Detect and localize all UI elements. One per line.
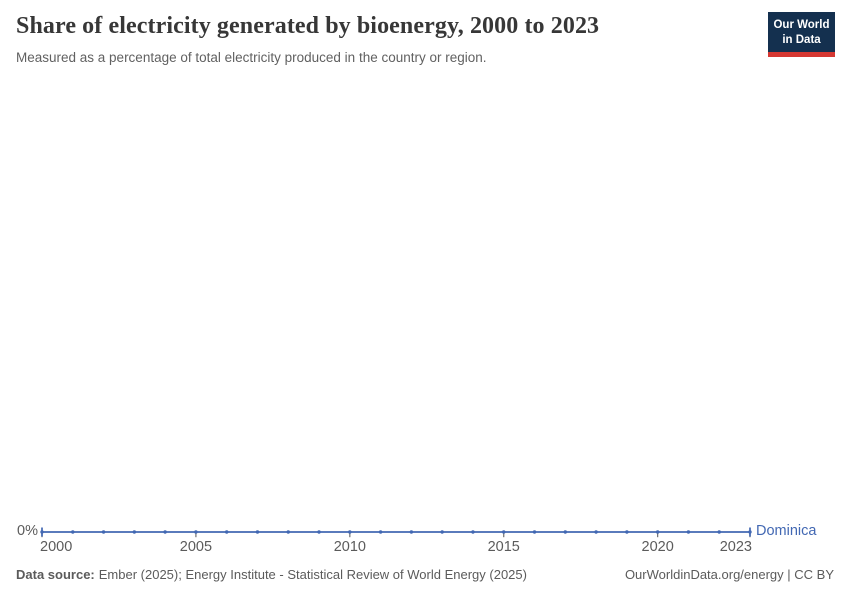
data-point[interactable] <box>71 530 75 534</box>
data-point[interactable] <box>194 530 198 534</box>
data-point[interactable] <box>40 530 44 534</box>
data-point[interactable] <box>378 530 383 534</box>
x-axis-tick-label: 2020 <box>642 539 674 555</box>
x-axis-tick-label: 2000 <box>40 539 72 555</box>
chart-title: Share of electricity generated by bioene… <box>16 13 600 39</box>
data-point[interactable] <box>132 530 137 534</box>
data-point[interactable] <box>409 530 414 534</box>
data-point[interactable] <box>594 530 598 534</box>
owid-logo-line1: Our World <box>773 19 830 31</box>
chart-footer: Data source: Ember (2025); Energy Institu… <box>16 567 834 583</box>
attribution-link[interactable]: OurWorldinData.org/energy | CC BY <box>624 567 834 582</box>
owid-logo-line2: in Data <box>782 33 821 46</box>
chart-subtitle: Measured as a percentage of total electr… <box>16 49 487 65</box>
chart-header: Share of electricity generated by bioene… <box>16 13 599 66</box>
data-point[interactable] <box>532 530 537 534</box>
data-point[interactable] <box>255 530 260 534</box>
data-point[interactable] <box>471 530 475 534</box>
data-point[interactable] <box>563 530 568 534</box>
series-label-dominica[interactable]: Dominica <box>756 523 817 539</box>
x-axis-tick-label: 2023 <box>720 539 752 555</box>
data-point[interactable] <box>348 530 352 534</box>
y-axis-tick-label: 0% <box>17 523 38 539</box>
x-axis-tick-label: 2015 <box>488 539 520 555</box>
data-point[interactable] <box>686 530 691 534</box>
owid-logo[interactable]: Our World in Data <box>768 12 835 58</box>
data-point[interactable] <box>224 530 229 534</box>
x-axis-tick-label: 2005 <box>180 539 212 555</box>
data-point[interactable] <box>440 530 444 534</box>
data-point[interactable] <box>317 530 321 534</box>
data-point[interactable] <box>625 530 629 534</box>
data-point[interactable] <box>286 530 290 534</box>
data-point[interactable] <box>163 530 167 534</box>
x-axis-tick-label: 2010 <box>334 539 366 555</box>
data-source-text: Ember (2025); Energy Institute - Statist… <box>98 567 527 582</box>
data-point[interactable] <box>502 530 506 534</box>
data-point[interactable] <box>655 530 660 534</box>
data-point[interactable] <box>748 530 752 534</box>
data-point[interactable] <box>717 530 721 534</box>
data-source-label: Data source: <box>16 567 95 582</box>
data-source-note: Data source: Ember (2025); Energy Institu… <box>16 567 527 583</box>
data-point[interactable] <box>101 530 106 534</box>
